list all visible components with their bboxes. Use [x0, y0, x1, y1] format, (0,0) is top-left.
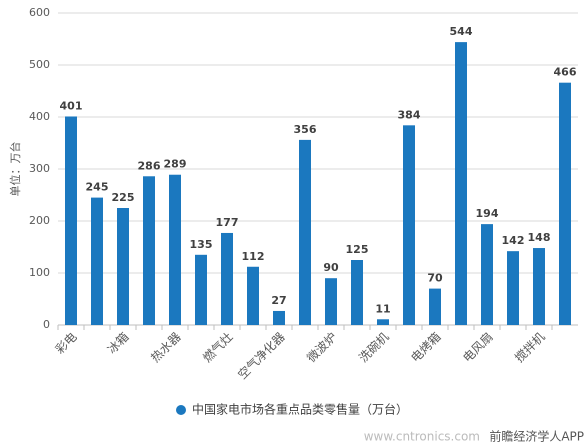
y-axis-label: 单位：万台 [8, 142, 22, 197]
x-tick-label: 搅拌机 [512, 329, 548, 365]
bar [221, 232, 233, 325]
value-label: 289 [164, 158, 187, 171]
watermark: 前瞻经济学人APP [489, 429, 584, 444]
x-tick-label: 电风扇 [460, 329, 496, 365]
value-label: 135 [190, 238, 213, 251]
bar [455, 42, 467, 326]
legend-marker [176, 405, 186, 415]
value-label: 27 [271, 294, 286, 307]
value-label: 356 [294, 123, 317, 136]
bar [247, 266, 259, 325]
x-tick-label: 彩电 [53, 330, 80, 357]
y-tick-label: 400 [29, 110, 50, 123]
x-tick-label: 冰箱 [104, 329, 132, 357]
value-label: 194 [476, 207, 499, 220]
value-label: 148 [528, 231, 551, 244]
x-tick-label: 电烤箱 [408, 329, 444, 365]
value-label: 70 [427, 272, 443, 285]
value-label: 90 [323, 261, 339, 274]
bar [377, 319, 389, 325]
y-tick-label: 0 [43, 318, 50, 331]
bar [403, 125, 415, 325]
bar [325, 278, 337, 325]
x-tick-label: 空气净化器 [235, 329, 288, 382]
value-label: 401 [60, 99, 83, 112]
value-label: 177 [216, 216, 239, 229]
bar [91, 197, 103, 325]
bar [195, 254, 207, 325]
y-tick-label: 600 [29, 6, 50, 19]
value-label: 544 [450, 25, 473, 38]
bar [429, 288, 441, 325]
x-tick-label: 热水器 [148, 330, 183, 365]
value-label: 125 [346, 243, 369, 256]
value-label: 384 [398, 108, 421, 121]
bar [351, 260, 363, 325]
legend-label: 中国家电市场各重点品类零售量（万台） [192, 402, 408, 417]
value-label: 286 [138, 159, 161, 172]
x-tick-label: 洗碗机 [356, 329, 392, 365]
bar [507, 251, 519, 325]
y-tick-label: 200 [29, 214, 50, 227]
bar [533, 248, 545, 325]
y-tick-label: 100 [29, 266, 50, 279]
value-label: 245 [86, 181, 109, 194]
bar [299, 139, 311, 325]
bar [65, 116, 77, 325]
watermark: www.cntronics.com [364, 430, 480, 444]
value-label: 466 [554, 66, 577, 79]
bar [169, 174, 181, 325]
bar [559, 82, 571, 326]
bar [481, 224, 493, 325]
x-tick-label: 微波炉 [304, 330, 339, 365]
value-label: 11 [375, 302, 390, 315]
value-label: 142 [502, 234, 525, 247]
bar [117, 208, 129, 325]
value-label: 225 [112, 191, 135, 204]
y-tick-label: 300 [29, 162, 50, 175]
y-tick-label: 500 [29, 58, 50, 71]
bar [143, 176, 155, 325]
x-tick-label: 燃气灶 [200, 329, 236, 365]
value-label: 112 [242, 250, 265, 263]
bar [273, 310, 285, 325]
